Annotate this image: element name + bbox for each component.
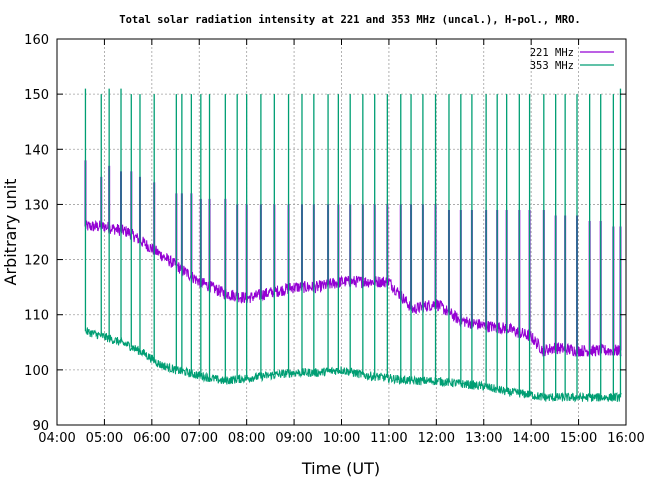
x-tick-label: 16:00 [607,431,644,446]
legend-label: 221 MHz [530,47,574,59]
series-line [85,219,622,358]
chart-title: Total solar radiation intensity at 221 a… [119,14,580,26]
x-tick-label: 05:00 [86,431,123,446]
x-tick-label: 04:00 [38,431,75,446]
x-tick-label: 12:00 [418,431,455,446]
y-tick-label: 130 [24,198,49,213]
series-221-mhz [84,160,622,358]
series-353-mhz [84,88,622,403]
x-tick-label: 15:00 [560,431,597,446]
axis-ticks: 90 100 110 120 130 140 150 160 04:00 05:00 06:00 07… [24,33,645,446]
x-tick-label: 09:00 [275,431,312,446]
y-tick-label: 90 [32,419,49,434]
legend-label: 353 MHz [530,60,574,72]
x-tick-label: 10:00 [323,431,360,446]
series-layer [84,88,622,403]
y-tick-label: 120 [24,254,49,269]
x-tick-label: 11:00 [370,431,407,446]
y-tick-label: 110 [24,309,49,324]
y-tick-label: 150 [24,88,49,103]
x-tick-label: 08:00 [228,431,265,446]
series-line [85,327,622,403]
x-tick-label: 13:00 [465,431,502,446]
x-tick-label: 06:00 [133,431,170,446]
x-axis-label: Time (UT) [301,459,380,478]
y-tick-label: 100 [24,364,49,379]
y-axis-label: Arbitrary unit [1,179,20,286]
x-tick-label: 07:00 [181,431,218,446]
y-tick-label: 140 [24,143,49,158]
x-tick-label: 14:00 [512,431,549,446]
y-tick-label: 160 [24,33,49,48]
